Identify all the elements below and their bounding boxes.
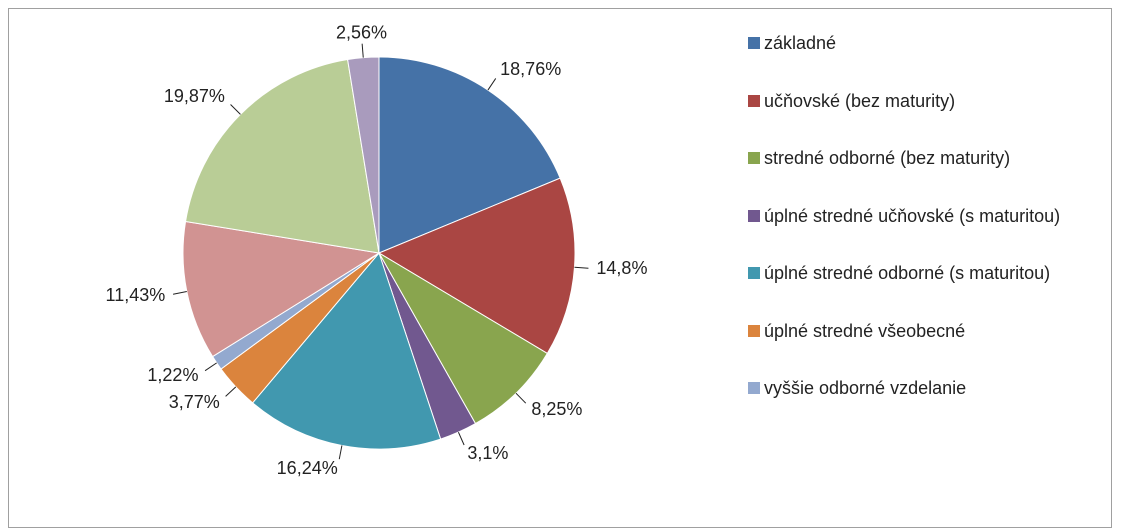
legend-item: úplné stredné všeobecné [748,319,1084,343]
pie-slice [377,251,549,425]
leader-line [204,362,217,372]
pie-slice [184,58,380,254]
pie-slice [182,220,381,358]
data-label: 14,8% [596,258,647,278]
legend-label: úplné stredné všeobecné [764,320,966,341]
legend-swatch [748,324,760,337]
pie-slice [251,251,442,450]
legend-swatch [748,382,760,394]
legend-swatch [748,152,760,164]
leader-line [230,104,241,115]
leader-line [574,266,589,269]
leader-line [515,392,527,404]
leader-line [225,386,237,397]
legend-item: úplné stredné učňovské (s maturitou) [748,204,1084,228]
leader-line [338,445,343,460]
legend-swatch [748,94,760,107]
data-label: 18,76% [500,59,561,79]
legend-label: učňovské (bez maturity) [764,90,956,111]
data-label: 3,1% [467,443,508,463]
leader-line [172,290,187,295]
legend-swatch [748,209,760,222]
pie-slice [347,56,380,254]
data-label: 3,77% [169,392,220,412]
legend-label: úplné stredné odborné (s maturitou) [764,263,1051,283]
legend-item: úplné stredné odborné (s maturitou) [748,261,1084,285]
legend-label: vyššie odborné vzdelanie [764,378,967,398]
legend-label: základné [764,33,837,53]
leader-line [487,78,497,91]
leader-line [361,43,364,58]
data-label: 19,87% [164,86,225,106]
legend-label: stredné odborné (bez maturity) [764,148,1011,168]
legend-item: vyššie odborné vzdelanie [748,376,1084,400]
page: {"chart_data": {"type": "pie", "categori… [8,8,1112,528]
data-label: 8,25% [531,399,582,419]
legend-label: úplné stredné učňovské (s maturitou) [764,205,1061,226]
leader-line [457,431,465,446]
chart: 18,76% 14,8% 8,25% 3,1% 16,24% 3,77% 1,22% 11,4… [106,22,648,478]
data-label: 1,22% [147,365,198,385]
data-label: 11,43% [106,285,166,305]
legend-item: základné [748,31,1084,55]
data-label: 16,24% [277,458,338,478]
legend-item: stredné odborné (bez maturity) [748,146,1084,170]
legend-item: učňovské (bez maturity) [748,89,1084,113]
legend-swatch [748,37,760,49]
data-label: 2,56% [336,22,387,42]
legend-swatch [748,267,760,279]
